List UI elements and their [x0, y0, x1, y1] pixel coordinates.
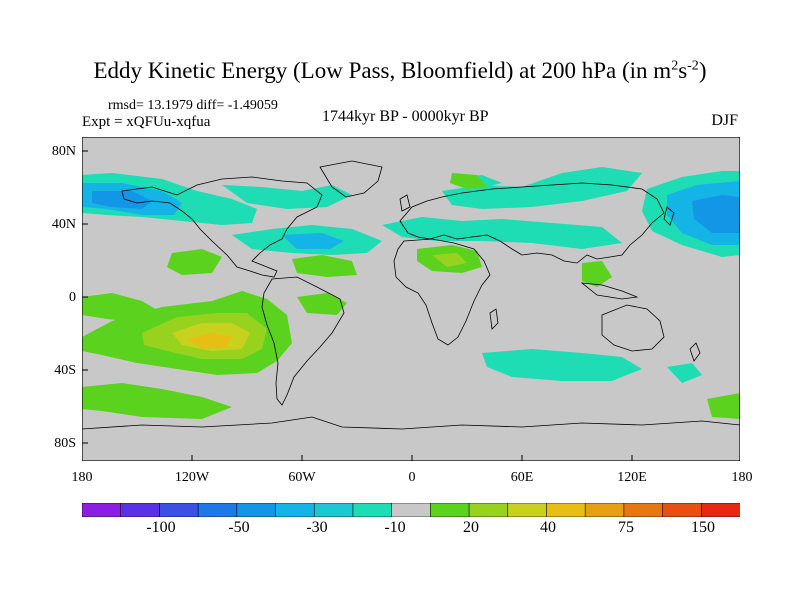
contour-indonesia	[582, 261, 612, 287]
contour-southern-ocean	[82, 383, 232, 419]
coastlines	[82, 160, 740, 430]
coast-antarctica	[82, 416, 740, 430]
colorbar-swatch-5	[236, 503, 277, 517]
contour-west-africa	[292, 255, 357, 277]
contour-n-pacific-east-max	[692, 195, 740, 233]
contour-n-pacific-west-max	[92, 191, 152, 209]
period-label: 1744kyr BP - 0000kyr BP	[322, 108, 489, 125]
experiment-label: Expt = xQFUu-xqfua	[82, 114, 211, 130]
contour-s-indian	[482, 349, 642, 381]
colorbar-swatch-3	[159, 503, 199, 517]
colorbar-label-6: 40	[540, 519, 556, 536]
contour-eurasia-north	[442, 167, 642, 209]
y-label-80s: 80S	[54, 436, 76, 451]
x-label-0: 0	[408, 470, 416, 485]
colorbar-swatch-6	[275, 503, 316, 517]
contour-middle-east-core	[432, 253, 467, 267]
contour-s-ocean-east	[667, 363, 702, 383]
colorbar-swatch-15	[623, 503, 664, 517]
colorbar-label-7: 75	[618, 519, 634, 536]
colorbar-swatch-17	[700, 503, 740, 517]
contour-n-america-core	[282, 233, 344, 249]
colorbar-label-4: -10	[384, 519, 406, 536]
colorbar-swatch-10	[430, 503, 470, 517]
x-label-120w: 120W	[174, 470, 210, 485]
x-label-120e: 120E	[617, 470, 647, 485]
y-label-eq: 0	[69, 290, 76, 305]
x-label-60w: 60W	[288, 470, 316, 485]
colorbar-label-8: 150	[691, 519, 715, 536]
contour-s-pacific-max	[187, 333, 232, 349]
coast-greenland	[319, 160, 383, 198]
y-label-40s: 40S	[54, 363, 76, 378]
colorbar-label-3: -30	[306, 519, 328, 536]
colorbar-label-1: -100	[146, 519, 176, 536]
coast-madagascar	[489, 308, 499, 330]
colorbar-swatch-7	[313, 503, 354, 517]
coast-new-zealand	[689, 342, 701, 362]
x-label-60e: 60E	[510, 470, 534, 485]
x-label-180w: 180	[71, 470, 93, 485]
coast-africa	[393, 238, 491, 346]
colorbar-swatch-2	[120, 503, 161, 517]
map-panel	[82, 137, 740, 461]
axis-ticks	[82, 150, 633, 461]
contour-s-ocean-far-east	[707, 393, 740, 419]
colorbar-swatch-1	[82, 503, 122, 517]
contour-n-atlantic-north	[222, 185, 352, 209]
chart-title: Eddy Kinetic Energy (Low Pass, Bloomfiel…	[93, 58, 707, 83]
coast-north-america	[121, 176, 323, 278]
contour-pacific-tropics	[167, 249, 222, 275]
colorbar-label-2: -50	[228, 519, 250, 536]
colorbar-swatch-16	[662, 503, 703, 517]
colorbar	[82, 503, 740, 517]
colorbar-swatch-12	[507, 503, 548, 517]
coast-uk	[399, 194, 411, 212]
contour-mid-atlantic	[297, 293, 347, 315]
colorbar-label-5: 20	[463, 519, 479, 536]
y-label-40n: 40N	[51, 217, 76, 232]
coast-eurasia	[399, 182, 665, 264]
x-label-180e: 180	[731, 470, 753, 485]
coast-indonesia	[580, 282, 639, 300]
ekf-field-shading	[82, 167, 740, 419]
season-label: DJF	[711, 112, 738, 129]
coast-south-america	[261, 276, 345, 406]
colorbar-swatch-11	[468, 503, 509, 517]
contour-n-atlantic-island	[450, 173, 487, 189]
colorbar-swatch-9	[391, 503, 432, 517]
colorbar-swatch-13	[546, 503, 586, 517]
colorbar-swatch-4	[197, 503, 238, 517]
coast-japan	[663, 206, 675, 226]
colorbar-swatch-14	[584, 503, 625, 517]
stats-label: rmsd= 13.1979 diff= -1.49059	[108, 98, 278, 113]
y-label-80n: 80N	[51, 144, 76, 159]
coast-australia	[601, 304, 665, 352]
colorbar-swatch-8	[352, 503, 393, 517]
